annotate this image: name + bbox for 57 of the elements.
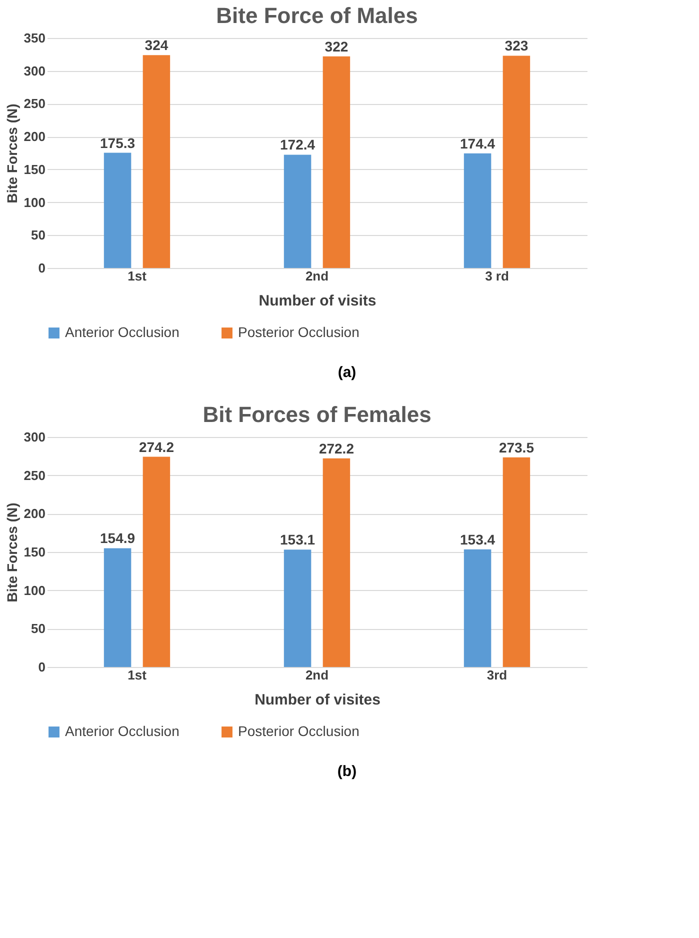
chart-title: Bite Force of Males — [216, 3, 418, 28]
chart-title: Bit Forces of Females — [202, 402, 432, 427]
data-label: 274.2 — [138, 438, 174, 455]
data-label: 323 — [504, 38, 528, 54]
bar — [104, 152, 132, 268]
data-label: 175.3 — [100, 134, 136, 151]
y-tick-label: 150 — [24, 162, 46, 177]
data-label: 153.4 — [460, 531, 496, 548]
y-tick-label: 100 — [24, 194, 46, 210]
y-tick-label: 50 — [31, 228, 46, 243]
x-tick-label: 2nd — [305, 668, 329, 682]
y-axis-title: Bite Forces (N) — [4, 104, 20, 204]
y-tick-label: 250 — [24, 468, 46, 483]
y-tick-label: 100 — [24, 582, 46, 598]
y-tick-label: 50 — [31, 621, 46, 636]
bar — [284, 154, 312, 268]
data-label: 273.5 — [498, 439, 534, 456]
bar — [142, 55, 170, 268]
x-tick-label: 1st — [128, 268, 148, 284]
y-tick-label: 0 — [38, 660, 46, 674]
bar — [322, 56, 350, 268]
y-tick-label: 300 — [24, 430, 46, 444]
bar — [104, 548, 132, 667]
legend-label: Posterior Occlusion — [238, 324, 360, 340]
data-label: 153.1 — [280, 532, 316, 548]
bar — [142, 456, 170, 667]
x-tick-label: 3rd — [486, 668, 508, 682]
x-tick-label: 2nd — [305, 268, 329, 284]
y-tick-label: 0 — [38, 260, 46, 276]
bar — [502, 56, 530, 268]
text: (a) — [338, 364, 356, 381]
data-label: 174.4 — [460, 135, 496, 152]
y-tick-label: 250 — [24, 96, 46, 112]
y-tick-label: 200 — [24, 129, 46, 144]
text: (b) — [337, 763, 357, 780]
y-tick-label: 300 — [24, 63, 46, 78]
data-label: 272.2 — [318, 440, 354, 456]
bar — [464, 549, 492, 667]
x-axis-title: Number of visites — [254, 692, 380, 708]
legend-label: Anterior Occlusion — [65, 723, 180, 739]
x-axis-title: Number of visits — [258, 292, 376, 310]
legend-label: Anterior Occlusion — [65, 324, 180, 340]
bar — [284, 550, 312, 667]
data-label: 154.9 — [100, 530, 136, 546]
y-tick-label: 350 — [24, 30, 46, 46]
bar — [322, 458, 350, 667]
bar — [502, 457, 530, 667]
x-tick-label: 3 rd — [485, 268, 509, 284]
y-tick-label: 200 — [24, 506, 46, 522]
data-label: 324 — [144, 37, 168, 54]
y-axis-title: Bite Forces (N) — [4, 502, 20, 602]
x-tick-label: 1st — [128, 668, 148, 682]
bar — [464, 153, 492, 268]
legend-label: Posterior Occlusion — [238, 723, 360, 739]
y-tick-label: 150 — [24, 544, 46, 560]
data-label: 172.4 — [280, 136, 316, 153]
data-label: 322 — [324, 38, 348, 54]
